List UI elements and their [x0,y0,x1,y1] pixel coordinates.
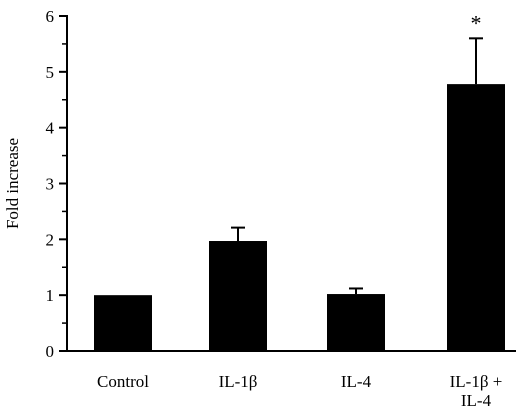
x-category-label: IL-1β [219,372,258,391]
bar [447,84,505,351]
y-tick-label: 0 [46,342,55,361]
y-axis-label: Fold increase [3,138,22,229]
x-category-label: IL-4 [341,372,372,391]
x-category-label: IL-4 [461,391,492,410]
y-tick-label: 6 [46,7,55,26]
x-axis: Control IL-1β IL-4 IL-1β +IL-4 [67,350,516,410]
y-axis: 0 1 2 3 4 5 6 [46,7,68,361]
y-tick-label: 5 [46,63,55,82]
y-tick-label: 1 [46,286,55,305]
significance-marker: * [471,10,482,35]
x-category-label: IL-1β + [450,372,503,391]
x-category-label: Control [97,372,149,391]
bar [209,241,267,351]
y-tick-label: 2 [46,230,55,249]
bar [327,294,385,351]
bar [94,295,152,351]
y-tick-label: 3 [46,175,55,194]
bar-group: * [94,10,505,351]
y-tick-label: 4 [46,119,55,138]
